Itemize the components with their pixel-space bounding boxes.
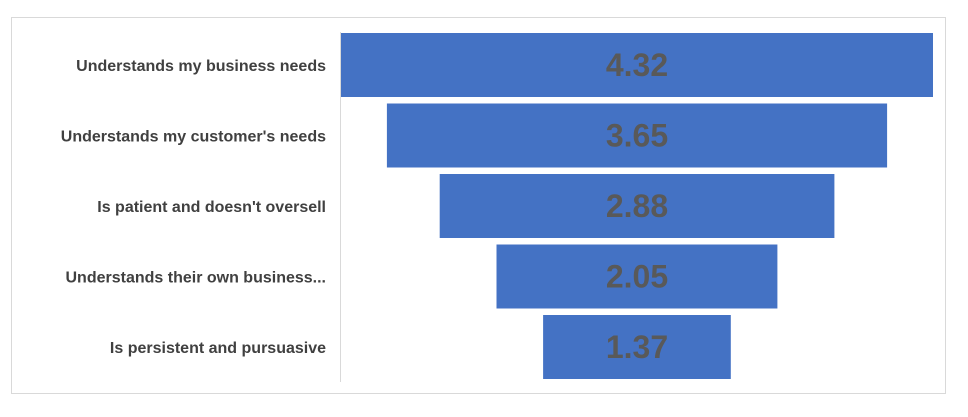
value-label-5: 1.37 [606,329,668,365]
value-label-2: 3.65 [606,118,668,154]
value-label-3: 2.88 [606,188,668,224]
category-labels: Understands my business needs Understands… [61,58,326,357]
value-label-4: 2.05 [606,259,668,295]
category-label-understands-my-business-needs: Understands my business needs [76,58,326,75]
funnel-bar-1 [341,33,933,97]
value-label-1: 4.32 [606,47,668,83]
category-label-understands-my-customer-s-needs: Understands my customer's needs [61,129,326,146]
funnel-bar-5 [543,315,731,379]
funnel-bar-3 [439,174,835,238]
category-label-is-patient-and-doesn-t-oversell: Is patient and doesn't oversell [97,199,326,216]
funnel-bar-2 [386,103,888,168]
category-label-is-persistent-and-pursuasive: Is persistent and pursuasive [110,340,326,357]
funnel-bar-4 [496,244,778,309]
funnel-bars [341,33,933,379]
value-labels: 4.32 3.65 2.88 2.05 1.37 [606,47,668,365]
category-label-understands-their-own-business: Understands their own business... [66,270,327,287]
